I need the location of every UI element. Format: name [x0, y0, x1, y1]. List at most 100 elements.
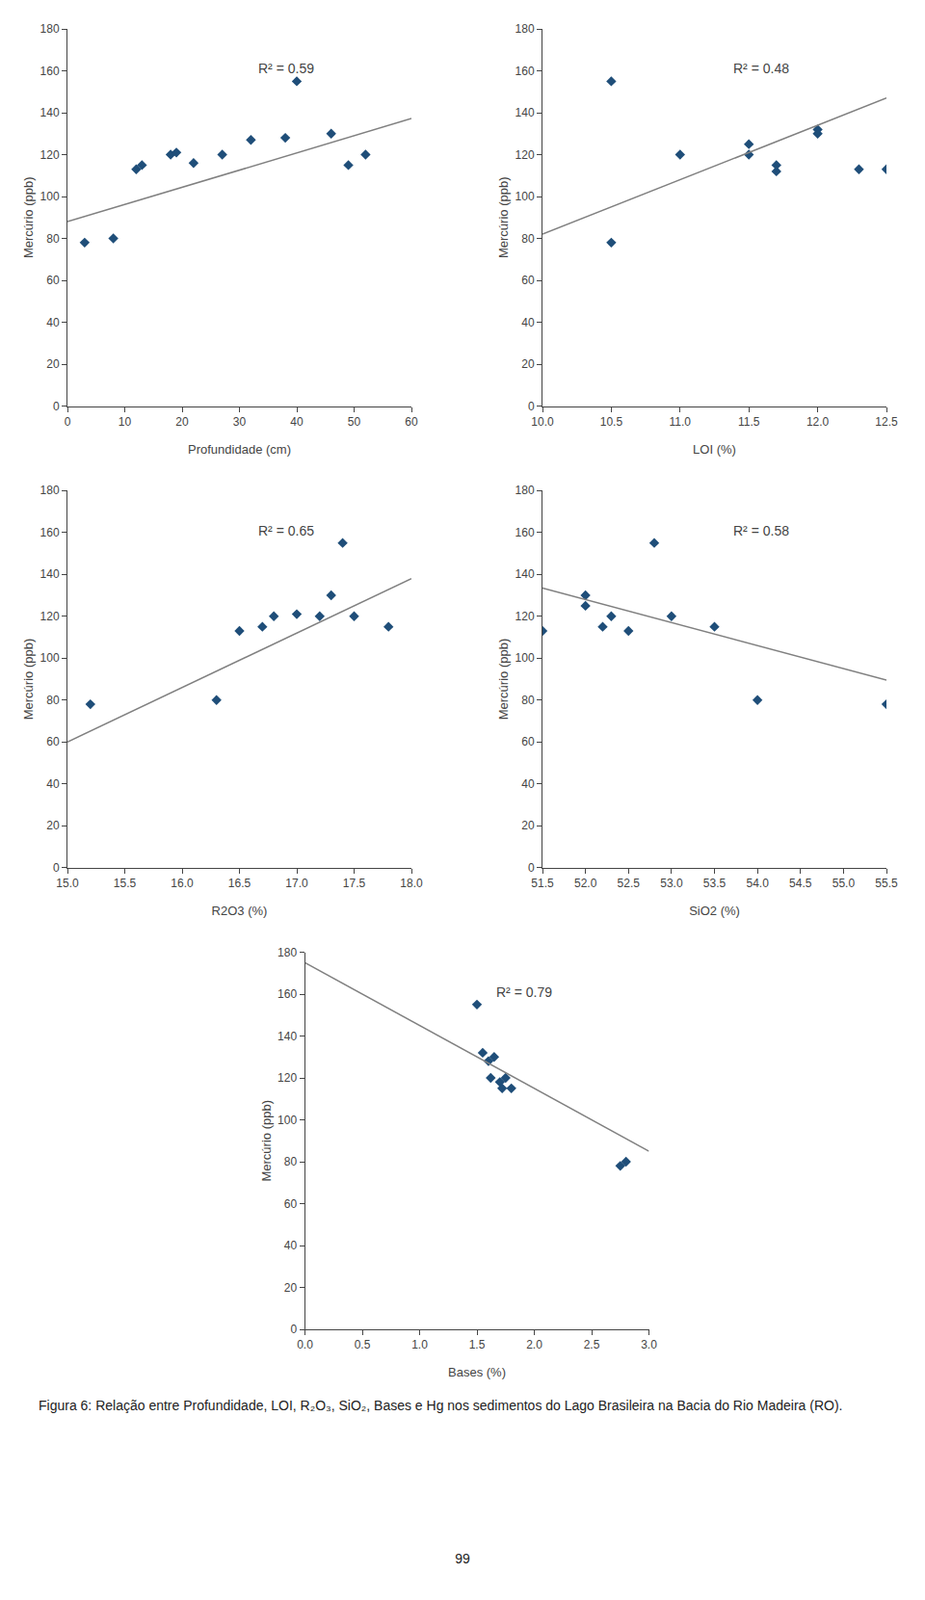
svg-text:0.0: 0.0 — [296, 1338, 314, 1352]
svg-text:20: 20 — [521, 357, 535, 371]
svg-text:180: 180 — [40, 22, 60, 36]
svg-text:40: 40 — [521, 316, 535, 330]
svg-text:20: 20 — [46, 819, 60, 833]
svg-text:140: 140 — [515, 105, 535, 120]
svg-text:20: 20 — [521, 819, 535, 833]
svg-text:R² = 0.79: R² = 0.79 — [496, 984, 553, 1001]
svg-text:54.0: 54.0 — [745, 876, 769, 891]
svg-text:40: 40 — [290, 415, 304, 429]
svg-text:17.0: 17.0 — [285, 876, 309, 891]
svg-text:140: 140 — [40, 105, 60, 120]
svg-text:R² = 0.48: R² = 0.48 — [733, 60, 790, 77]
svg-text:60: 60 — [521, 273, 535, 288]
svg-text:60: 60 — [46, 273, 60, 288]
svg-text:100: 100 — [40, 189, 60, 204]
svg-text:10: 10 — [118, 415, 133, 429]
svg-text:180: 180 — [40, 483, 60, 498]
svg-text:20: 20 — [46, 357, 60, 371]
svg-text:120: 120 — [515, 148, 535, 162]
svg-text:Mercúrio (ppb): Mercúrio (ppb) — [496, 638, 511, 721]
svg-text:120: 120 — [40, 609, 60, 624]
svg-text:18.0: 18.0 — [399, 876, 423, 891]
svg-text:SiO2 (%): SiO2 (%) — [688, 903, 740, 919]
svg-text:LOI (%): LOI (%) — [692, 442, 737, 457]
svg-text:50: 50 — [347, 415, 362, 429]
svg-text:120: 120 — [40, 148, 60, 162]
svg-text:80: 80 — [46, 232, 60, 246]
svg-text:80: 80 — [521, 693, 535, 708]
svg-text:53.0: 53.0 — [660, 876, 684, 891]
svg-text:20: 20 — [175, 415, 189, 429]
svg-text:100: 100 — [40, 651, 60, 665]
svg-text:R² = 0.58: R² = 0.58 — [733, 523, 790, 539]
svg-text:R² = 0.65: R² = 0.65 — [258, 523, 315, 539]
svg-text:140: 140 — [277, 1030, 297, 1044]
svg-text:17.5: 17.5 — [343, 876, 367, 891]
svg-text:R² = 0.59: R² = 0.59 — [258, 60, 315, 77]
svg-text:2.5: 2.5 — [583, 1338, 601, 1352]
svg-text:12.0: 12.0 — [806, 415, 830, 429]
svg-text:1.5: 1.5 — [469, 1338, 486, 1352]
svg-text:54.5: 54.5 — [789, 876, 813, 891]
svg-text:16.5: 16.5 — [228, 876, 252, 891]
svg-text:160: 160 — [277, 987, 297, 1002]
svg-text:80: 80 — [46, 693, 60, 708]
svg-text:20: 20 — [284, 1281, 298, 1295]
svg-text:140: 140 — [515, 567, 535, 582]
svg-text:52.5: 52.5 — [617, 876, 641, 891]
svg-text:R2O3 (%): R2O3 (%) — [211, 903, 268, 919]
svg-text:Mercúrio (ppb): Mercúrio (ppb) — [496, 176, 511, 259]
svg-text:160: 160 — [40, 64, 60, 79]
svg-text:80: 80 — [521, 232, 535, 246]
svg-text:120: 120 — [515, 609, 535, 624]
svg-text:60: 60 — [284, 1197, 298, 1212]
svg-text:55.5: 55.5 — [874, 876, 899, 891]
svg-text:Bases (%): Bases (%) — [448, 1365, 506, 1380]
svg-text:60: 60 — [404, 415, 419, 429]
svg-text:15.5: 15.5 — [113, 876, 137, 891]
svg-text:160: 160 — [515, 526, 535, 540]
svg-text:160: 160 — [515, 64, 535, 79]
svg-text:0: 0 — [52, 861, 60, 875]
svg-text:40: 40 — [284, 1239, 298, 1253]
svg-text:12.5: 12.5 — [874, 415, 899, 429]
svg-text:60: 60 — [46, 735, 60, 749]
svg-text:51.5: 51.5 — [530, 876, 555, 891]
svg-text:0: 0 — [528, 861, 535, 875]
svg-text:40: 40 — [46, 316, 60, 330]
svg-text:160: 160 — [40, 526, 60, 540]
svg-text:15.0: 15.0 — [55, 876, 80, 891]
svg-text:100: 100 — [515, 651, 535, 665]
svg-text:11.5: 11.5 — [738, 415, 761, 429]
svg-text:10.0: 10.0 — [530, 415, 555, 429]
svg-text:40: 40 — [521, 777, 535, 792]
svg-text:100: 100 — [515, 189, 535, 204]
svg-text:0: 0 — [528, 399, 535, 414]
svg-text:140: 140 — [40, 567, 60, 582]
svg-text:3.0: 3.0 — [640, 1338, 658, 1352]
svg-text:Mercúrio (ppb): Mercúrio (ppb) — [21, 638, 36, 721]
svg-text:10.5: 10.5 — [600, 415, 624, 429]
svg-text:53.5: 53.5 — [703, 876, 727, 891]
svg-text:Mercúrio (ppb): Mercúrio (ppb) — [21, 176, 36, 259]
svg-text:52.0: 52.0 — [574, 876, 598, 891]
svg-text:0: 0 — [290, 1322, 297, 1337]
svg-text:180: 180 — [515, 483, 535, 498]
svg-text:80: 80 — [284, 1155, 298, 1169]
svg-text:180: 180 — [277, 946, 297, 960]
svg-text:0: 0 — [52, 399, 60, 414]
svg-text:11.0: 11.0 — [669, 415, 692, 429]
svg-text:30: 30 — [233, 415, 247, 429]
svg-text:55.0: 55.0 — [832, 876, 856, 891]
svg-text:180: 180 — [515, 22, 535, 36]
svg-text:Mercúrio (ppb): Mercúrio (ppb) — [259, 1100, 274, 1183]
svg-text:60: 60 — [521, 735, 535, 749]
svg-text:120: 120 — [277, 1071, 297, 1085]
svg-text:2.0: 2.0 — [526, 1338, 543, 1352]
svg-text:0.5: 0.5 — [354, 1338, 371, 1352]
svg-text:0: 0 — [64, 415, 72, 429]
svg-text:Profundidade (cm): Profundidade (cm) — [187, 442, 291, 457]
svg-text:40: 40 — [46, 777, 60, 792]
svg-text:16.0: 16.0 — [170, 876, 194, 891]
svg-text:1.0: 1.0 — [411, 1338, 428, 1352]
